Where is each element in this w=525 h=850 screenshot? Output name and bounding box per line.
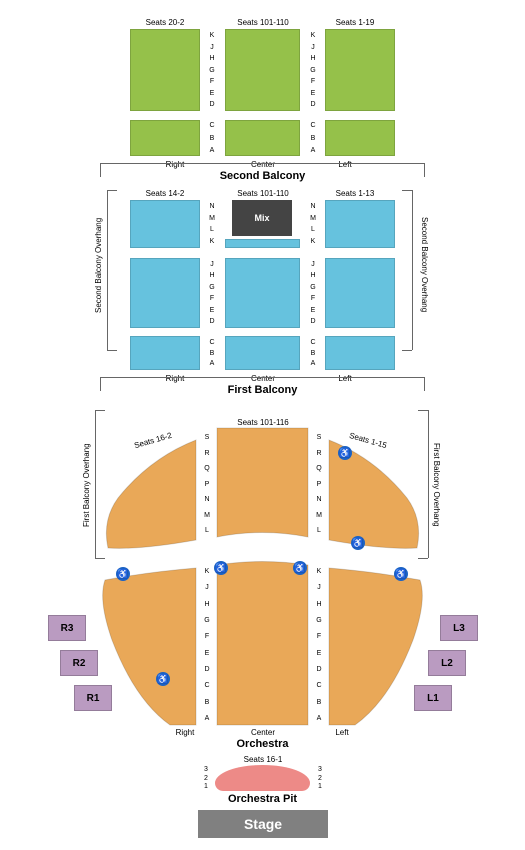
orch-label-left: Left <box>322 728 362 737</box>
orch-rows-upper-2: SRQPNML <box>310 434 328 534</box>
side-box-r3[interactable]: R3 <box>48 615 86 641</box>
pit-rows-1: 321 <box>198 766 214 790</box>
pit-rows-2: 321 <box>312 766 328 790</box>
ada-icon: ♿ <box>116 567 130 581</box>
ada-icon: ♿ <box>338 446 352 460</box>
side-box-r2[interactable]: R2 <box>60 650 98 676</box>
orch-upper-center[interactable] <box>217 428 308 537</box>
orch-lower-left[interactable] <box>329 568 422 725</box>
seating-chart: Seats 20-2 Seats 101-110 Seats 1-19 KJHG… <box>0 0 525 850</box>
orch-rows-upper-1: SRQPNML <box>198 434 216 534</box>
orch-title: Orchestra <box>200 738 325 750</box>
side-box-r1[interactable]: R1 <box>74 685 112 711</box>
side-box-l1[interactable]: L1 <box>414 685 452 711</box>
orch-rows-lower-1: KJHGFEDCBA <box>198 568 216 722</box>
orch-lower-right[interactable] <box>103 568 196 725</box>
side-box-l2[interactable]: L2 <box>428 650 466 676</box>
orch-label-right: Right <box>165 728 205 737</box>
stage-block: Stage <box>198 810 328 838</box>
orch-upper-right[interactable] <box>106 440 196 548</box>
orch-lower-center[interactable] <box>217 562 308 726</box>
ada-icon: ♿ <box>214 561 228 575</box>
orchestra-svg <box>0 0 525 850</box>
orch-rows-lower-2: KJHGFEDCBA <box>310 568 328 722</box>
ada-icon: ♿ <box>156 672 170 686</box>
pit-seats: Seats 16-1 <box>233 755 293 764</box>
orch-label-center: Center <box>238 728 288 737</box>
ada-icon: ♿ <box>394 567 408 581</box>
ada-icon: ♿ <box>293 561 307 575</box>
ada-icon: ♿ <box>351 536 365 550</box>
side-box-l3[interactable]: L3 <box>440 615 478 641</box>
pit-title: Orchestra Pit <box>200 793 325 805</box>
